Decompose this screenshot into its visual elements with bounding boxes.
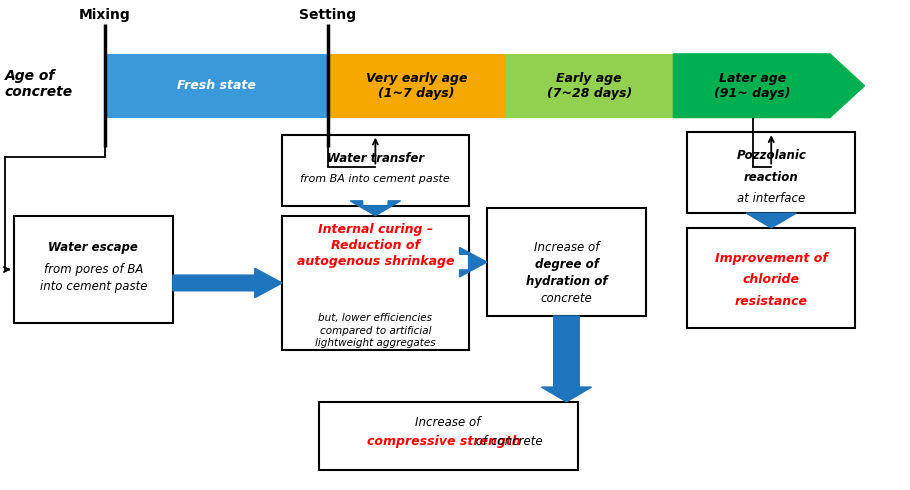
Text: Pozzolanic: Pozzolanic (736, 149, 806, 162)
Text: Increase of: Increase of (534, 241, 599, 254)
Text: compressive strength: compressive strength (367, 435, 521, 447)
Polygon shape (350, 201, 400, 216)
Bar (687, 132, 855, 213)
Text: of concrete: of concrete (472, 435, 542, 447)
Text: hydration of: hydration of (526, 275, 607, 288)
Text: Very early age
(1~7 days): Very early age (1~7 days) (366, 72, 467, 100)
Text: Mixing: Mixing (79, 8, 130, 22)
Text: degree of: degree of (534, 258, 599, 271)
Bar (105, 54, 328, 118)
Polygon shape (460, 247, 487, 277)
Bar (487, 208, 646, 316)
Text: at interface: at interface (737, 192, 805, 205)
Bar (687, 228, 855, 328)
Text: concrete: concrete (541, 293, 592, 305)
Text: Later age
(91~ days): Later age (91~ days) (714, 72, 791, 100)
Polygon shape (746, 213, 796, 228)
Text: Water transfer: Water transfer (327, 151, 424, 165)
Text: Setting: Setting (299, 8, 356, 22)
Bar (318, 402, 578, 470)
Text: from BA into cement paste: from BA into cement paste (300, 174, 450, 184)
Text: Early age
(7~28 days): Early age (7~28 days) (547, 72, 632, 100)
Bar (505, 54, 673, 118)
Text: Increase of: Increase of (416, 416, 480, 429)
Polygon shape (673, 54, 864, 118)
Bar (328, 54, 505, 118)
Polygon shape (173, 269, 282, 298)
Text: Fresh state: Fresh state (177, 79, 256, 92)
Polygon shape (541, 316, 592, 402)
Bar (14, 216, 173, 323)
Text: chloride: chloride (743, 272, 800, 286)
Text: resistance: resistance (734, 295, 808, 308)
Text: Age of
concrete: Age of concrete (5, 69, 73, 99)
Text: Improvement of: Improvement of (714, 252, 828, 265)
Text: from pores of BA
into cement paste: from pores of BA into cement paste (39, 263, 147, 294)
Text: Water escape: Water escape (48, 241, 138, 254)
Bar (282, 216, 469, 350)
Bar (282, 135, 469, 206)
Text: reaction: reaction (743, 171, 799, 184)
Text: but, lower efficiencies
compared to artificial
lightweight aggregates: but, lower efficiencies compared to arti… (315, 313, 436, 348)
Text: Internal curing –
Reduction of
autogenous shrinkage: Internal curing – Reduction of autogenou… (297, 223, 454, 268)
